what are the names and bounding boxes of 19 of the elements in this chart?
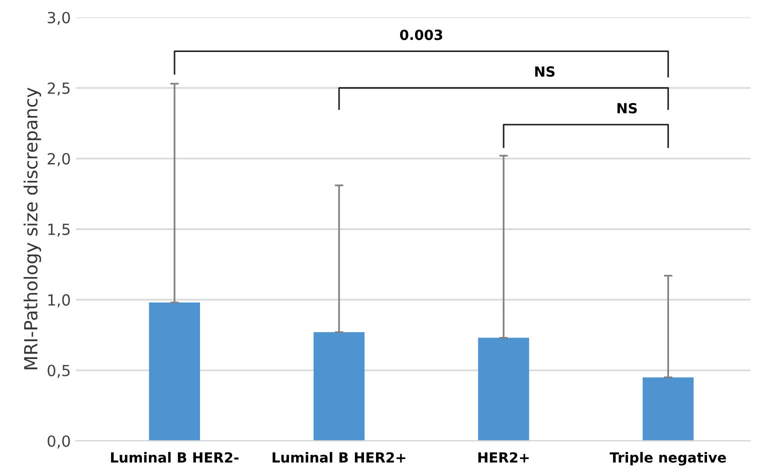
annotation: 0.003 <box>400 30 442 40</box>
y-tick-label: 2,5 <box>48 82 70 96</box>
annotation: NS <box>535 66 555 77</box>
y-tick-label: 2,0 <box>48 152 70 166</box>
x-tick-label: Luminal B HER2- <box>111 452 239 463</box>
y-axis-title: MRI-Pathology size discrepancy <box>24 88 42 370</box>
bar <box>478 338 530 441</box>
annotation: NS <box>617 102 637 114</box>
y-tick-label: 1,0 <box>48 294 70 308</box>
bar <box>149 302 200 441</box>
y-tick-label: 1,5 <box>48 224 70 237</box>
bar <box>314 332 365 441</box>
x-tick-label: Luminal B HER2+ <box>272 452 406 463</box>
bar <box>642 377 694 441</box>
x-tick-label: HER2+ <box>478 452 529 463</box>
y-tick-label: 3,0 <box>48 12 70 25</box>
x-tick-label: Triple negative <box>610 452 726 466</box>
y-tick-label: 0,5 <box>48 364 70 378</box>
y-tick-label: 0,0 <box>48 435 70 448</box>
